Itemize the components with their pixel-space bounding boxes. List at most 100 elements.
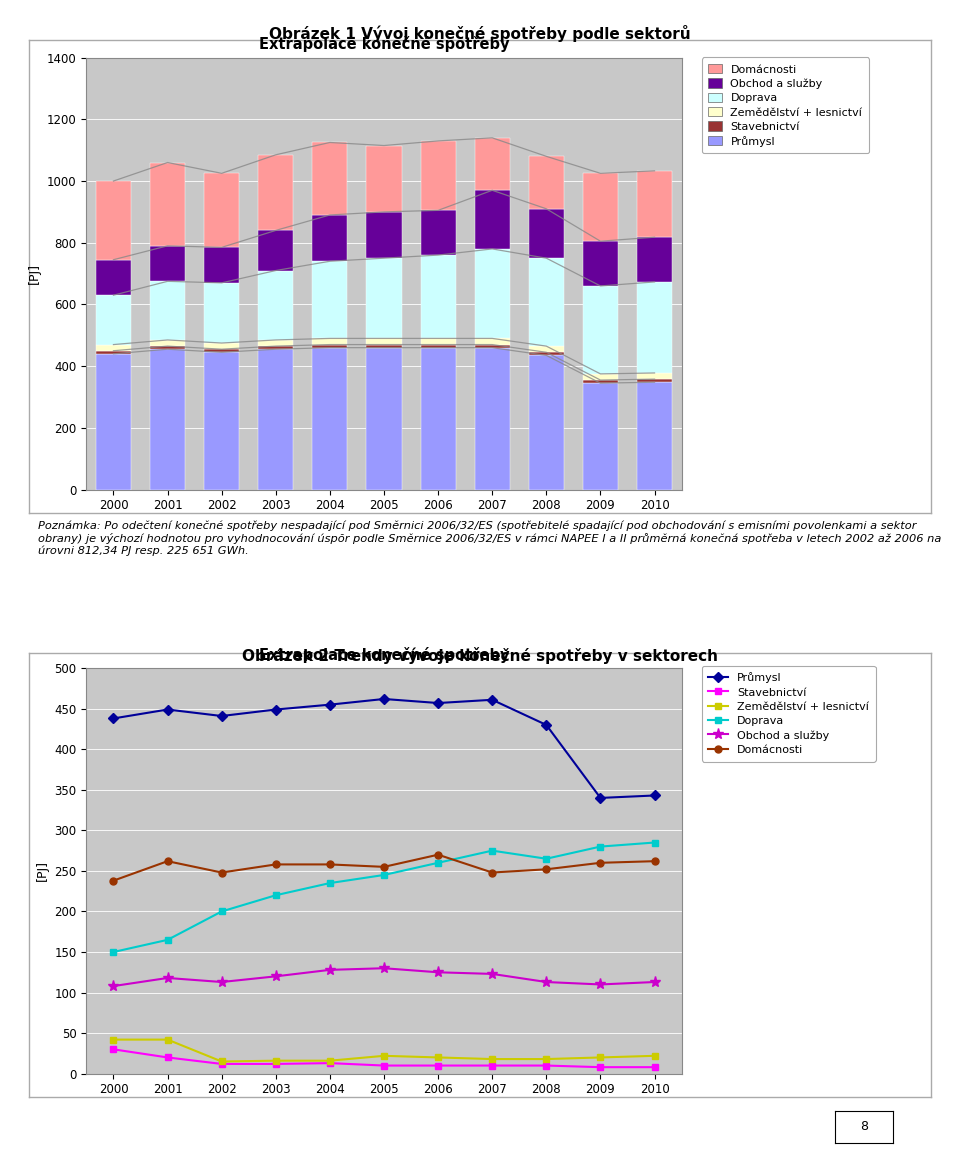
Obchod a služby xyxy=(162,971,174,985)
Zemědělství + lesnictví xyxy=(324,1054,336,1068)
Line: Obchod a služby: Obchod a služby xyxy=(108,963,660,992)
Bar xyxy=(636,170,672,237)
Stavebnictví xyxy=(216,1058,228,1071)
Bar xyxy=(636,282,672,373)
Průmysl xyxy=(162,703,174,717)
Doprava xyxy=(432,856,444,870)
Stavebnictví xyxy=(324,1056,336,1070)
Bar xyxy=(204,343,239,349)
Bar xyxy=(529,353,564,355)
Zemědělství + lesnictví xyxy=(432,1051,444,1064)
Bar xyxy=(474,249,510,339)
Doprava xyxy=(162,933,174,947)
Obchod a služby xyxy=(594,978,606,992)
Bar xyxy=(636,373,672,379)
Bar xyxy=(367,212,401,258)
Bar xyxy=(367,258,401,339)
Bar xyxy=(474,339,510,344)
Obchod a služby xyxy=(108,979,119,993)
Bar xyxy=(312,262,348,339)
Stavebnictví xyxy=(432,1059,444,1073)
Bar xyxy=(204,173,239,248)
Bar xyxy=(150,281,185,340)
Bar xyxy=(529,258,564,346)
Stavebnictví xyxy=(378,1059,390,1073)
Doprava xyxy=(540,851,552,865)
Title: Extrapolace konečné spotřeby: Extrapolace konečné spotřeby xyxy=(259,646,509,662)
Domácnosti xyxy=(108,873,119,887)
Bar xyxy=(258,346,294,349)
Bar xyxy=(96,259,131,295)
Zemědělství + lesnictví xyxy=(378,1049,390,1063)
Zemědělství + lesnictví xyxy=(540,1052,552,1066)
Zemědělství + lesnictví xyxy=(108,1032,119,1046)
Průmysl xyxy=(649,789,660,803)
Bar xyxy=(96,350,131,354)
Domácnosti xyxy=(378,859,390,873)
Bar xyxy=(636,237,672,282)
Obchod a služby xyxy=(216,975,228,988)
Průmysl xyxy=(540,718,552,732)
Bar xyxy=(150,349,185,490)
Bar xyxy=(420,344,456,348)
Stavebnictví xyxy=(162,1051,174,1064)
Domácnosti xyxy=(270,857,281,871)
Text: Obrázek 2 Trendy vývoje konečné spotřeby v sektorech: Obrázek 2 Trendy vývoje konečné spotřeby… xyxy=(242,647,718,664)
Bar xyxy=(258,349,294,490)
Bar xyxy=(636,379,672,382)
Bar xyxy=(367,145,401,212)
Stavebnictví xyxy=(649,1060,660,1074)
Bar xyxy=(258,340,294,346)
Bar xyxy=(312,344,348,348)
Domácnosti xyxy=(540,863,552,877)
Bar xyxy=(420,339,456,344)
Doprava xyxy=(324,877,336,890)
Domácnosti xyxy=(594,856,606,870)
Bar xyxy=(474,138,510,190)
Bar xyxy=(420,255,456,339)
Bar xyxy=(312,143,348,215)
Bar xyxy=(583,380,618,384)
Zemědělství + lesnictví xyxy=(270,1054,281,1068)
Bar xyxy=(204,248,239,283)
Bar xyxy=(204,353,239,490)
Bar xyxy=(312,339,348,344)
Domácnosti xyxy=(216,865,228,879)
Bar xyxy=(150,245,185,281)
Bar xyxy=(96,344,131,350)
Doprava xyxy=(487,843,498,857)
Bar xyxy=(474,344,510,348)
Bar xyxy=(150,340,185,346)
Text: Obrázek 1 Vývoj konečné spotřeby podle sektorů: Obrázek 1 Vývoj konečné spotřeby podle s… xyxy=(269,25,691,43)
Průmysl xyxy=(324,698,336,712)
Průmysl xyxy=(487,692,498,706)
Bar xyxy=(636,382,672,490)
Bar xyxy=(312,348,348,490)
Doprava xyxy=(108,945,119,958)
Bar xyxy=(474,348,510,490)
Bar xyxy=(583,384,618,490)
Průmysl xyxy=(432,696,444,710)
Text: 8: 8 xyxy=(860,1120,868,1134)
Zemědělství + lesnictví xyxy=(216,1054,228,1068)
Line: Zemědělství + lesnictví: Zemědělství + lesnictví xyxy=(110,1036,658,1064)
Doprava xyxy=(216,904,228,918)
Legend: Domácnosti, Obchod a služby, Doprava, Zemědělství + lesnictví, Stavebnictví, Prů: Domácnosti, Obchod a služby, Doprava, Ze… xyxy=(702,58,869,153)
Bar xyxy=(529,355,564,490)
Bar xyxy=(96,295,131,344)
Doprava xyxy=(270,888,281,902)
Bar xyxy=(420,141,456,211)
Bar xyxy=(583,173,618,241)
Bar xyxy=(420,211,456,255)
Legend: Průmysl, Stavebnictví, Zemědělství + lesnictví, Doprava, Obchod a služby, Domácn: Průmysl, Stavebnictví, Zemědělství + les… xyxy=(702,666,876,761)
Bar xyxy=(474,190,510,249)
Bar xyxy=(367,339,401,344)
Průmysl xyxy=(270,703,281,717)
Bar xyxy=(258,154,294,230)
Bar xyxy=(583,286,618,374)
Domácnosti xyxy=(649,855,660,869)
Obchod a služby xyxy=(324,963,336,977)
Line: Průmysl: Průmysl xyxy=(110,696,658,802)
Bar xyxy=(583,374,618,380)
Y-axis label: [PJ]: [PJ] xyxy=(29,263,41,285)
